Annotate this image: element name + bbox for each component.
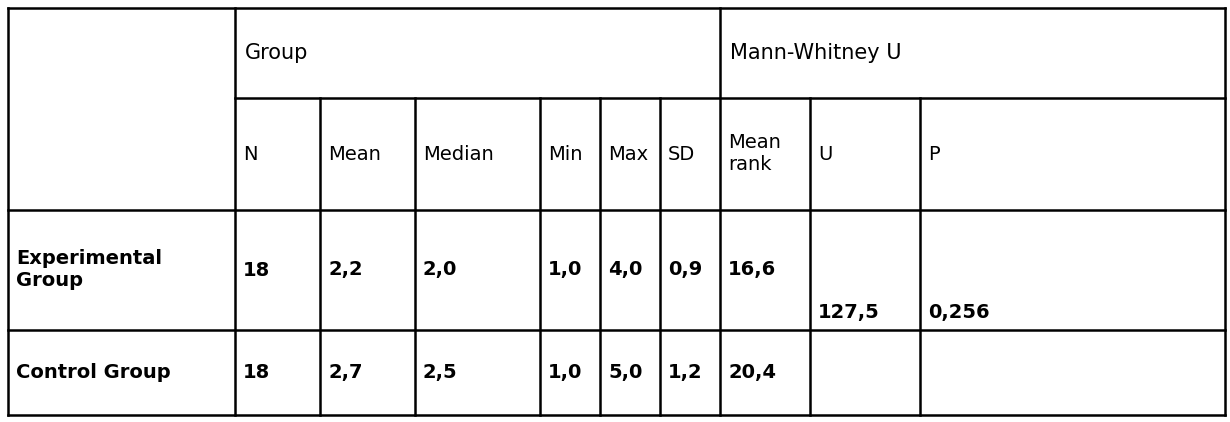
Text: Group: Group — [245, 43, 309, 63]
Text: Mean
rank: Mean rank — [728, 133, 781, 175]
Text: Control Group: Control Group — [16, 363, 171, 382]
Text: 4,0: 4,0 — [608, 260, 642, 279]
Text: Experimental
Group: Experimental Group — [16, 249, 162, 290]
Text: 1,2: 1,2 — [668, 363, 702, 382]
Text: 0,256: 0,256 — [927, 303, 990, 322]
Text: U: U — [818, 144, 833, 163]
Text: 1,0: 1,0 — [549, 363, 582, 382]
Text: 2,2: 2,2 — [328, 260, 363, 279]
Text: 16,6: 16,6 — [728, 260, 776, 279]
Text: Max: Max — [608, 144, 648, 163]
Text: 2,7: 2,7 — [328, 363, 363, 382]
Text: 5,0: 5,0 — [608, 363, 642, 382]
Text: P: P — [927, 144, 940, 163]
Text: 20,4: 20,4 — [728, 363, 776, 382]
Text: 2,5: 2,5 — [423, 363, 458, 382]
Text: Mean: Mean — [328, 144, 381, 163]
Text: 127,5: 127,5 — [818, 303, 879, 322]
Text: SD: SD — [668, 144, 695, 163]
Text: 18: 18 — [244, 260, 271, 279]
Text: 18: 18 — [244, 363, 271, 382]
Text: N: N — [244, 144, 257, 163]
Text: Mann-Whitney U: Mann-Whitney U — [729, 43, 902, 63]
Text: Median: Median — [423, 144, 493, 163]
Text: Min: Min — [549, 144, 583, 163]
Text: 0,9: 0,9 — [668, 260, 702, 279]
Text: 2,0: 2,0 — [423, 260, 458, 279]
Text: 1,0: 1,0 — [549, 260, 582, 279]
